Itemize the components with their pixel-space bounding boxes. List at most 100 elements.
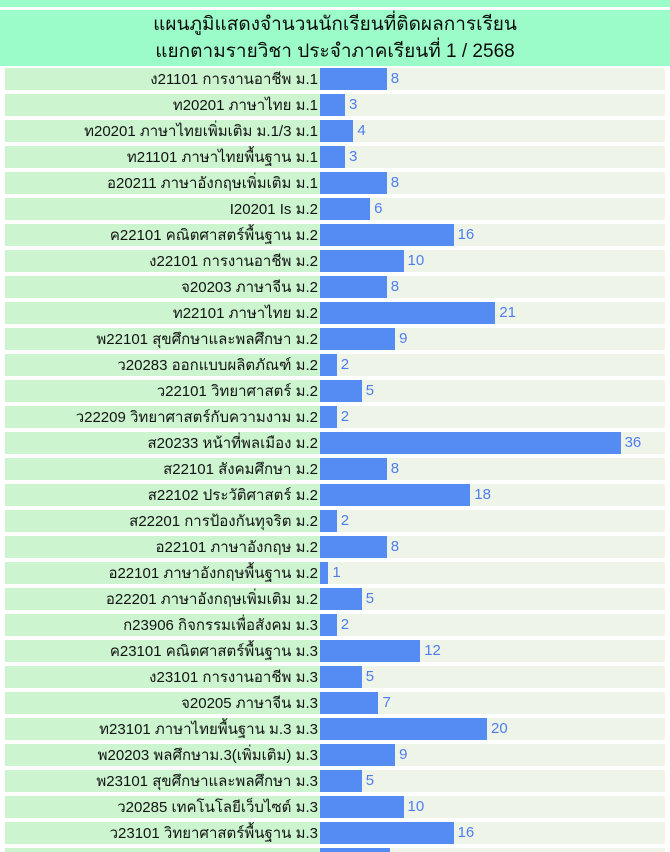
subject-label: ท22101 ภาษาไทย ม.2	[5, 302, 320, 324]
bar-track: 1	[320, 562, 665, 584]
value-bar	[320, 406, 337, 428]
chart-row: ว20285 เทคโนโลยีเว็บไซต์ ม.3 10	[5, 796, 665, 818]
chart-row: พ22101 สุขศึกษาและพลศึกษา ม.2 9	[5, 328, 665, 350]
bar-track: 8	[320, 276, 665, 298]
subject-label: อ22101 ภาษาอังกฤษ ม.2	[5, 536, 320, 558]
bar-track: 20	[320, 718, 665, 740]
value-label: 2	[340, 356, 350, 373]
bar-track: 10	[320, 250, 665, 272]
subject-label: ว20283 ออกแบบผลิตภัณฑ์ ม.2	[5, 354, 320, 376]
subject-label: จ20205 ภาษาจีน ม.3	[5, 692, 320, 714]
value-label: 9	[399, 746, 408, 763]
bar-track: 21	[320, 302, 665, 324]
chart-row: อ22201 ภาษาอังกฤษเพิ่มเติม ม.2 5	[5, 588, 665, 610]
bar-track: 8	[320, 172, 665, 194]
chart-row: ท21101 ภาษาไทยพื้นฐาน ม.1 3	[5, 146, 665, 168]
value-bar	[320, 146, 346, 168]
chart-row: ส22201 การป้องกันทุจริต ม.2 2	[5, 510, 665, 532]
chart-row: ง21101 การงานอาชีพ ม.1 8	[5, 68, 665, 90]
chart-row: ว20283 ออกแบบผลิตภัณฑ์ ม.2 2	[5, 354, 665, 376]
value-bar	[320, 744, 396, 766]
value-label: 16	[457, 824, 475, 841]
value-bar	[320, 510, 337, 532]
value-bar	[320, 848, 390, 852]
bar-track	[320, 848, 665, 852]
value-label: 5	[365, 590, 375, 607]
subject-label: ก23906 กิจกรรมเพื่อสังคม ม.3	[5, 614, 320, 636]
value-label: 5	[365, 772, 375, 789]
bar-track: 3	[320, 146, 665, 168]
chart-row-partial	[5, 848, 665, 852]
value-bar	[320, 562, 329, 584]
subject-label: ท21101 ภาษาไทยพื้นฐาน ม.1	[5, 146, 320, 168]
value-bar	[320, 276, 387, 298]
value-label: 10	[407, 252, 425, 269]
bar-track: 12	[320, 640, 665, 662]
bar-chart-rows: ง21101 การงานอาชีพ ม.1 8 ท20201 ภาษาไทย …	[0, 68, 670, 852]
chart-row: ส22102 ประวัติศาสตร์ ม.2 18	[5, 484, 665, 506]
bar-track: 3	[320, 94, 665, 116]
value-bar	[320, 302, 496, 324]
subject-label: อ22101 ภาษาอังกฤษพื้นฐาน ม.2	[5, 562, 320, 584]
value-label: 4	[357, 122, 366, 139]
value-label: 21	[499, 304, 517, 321]
value-label: 10	[407, 798, 425, 815]
chart-row: พ23101 สุขศึกษาและพลศึกษา ม.3 5	[5, 770, 665, 792]
bar-track: 5	[320, 380, 665, 402]
value-label: 2	[340, 408, 350, 425]
chart-title-block: แผนภูมิแสดงจำนวนนักเรียนที่ติดผลการเรียน…	[0, 10, 670, 66]
value-bar	[320, 796, 404, 818]
subject-label: อ22201 ภาษาอังกฤษเพิ่มเติม ม.2	[5, 588, 320, 610]
chart-row: ค23101 คณิตศาสตร์พื้นฐาน ม.3 12	[5, 640, 665, 662]
value-bar	[320, 328, 396, 350]
value-bar	[320, 822, 454, 844]
bar-track: 5	[320, 666, 665, 688]
bar-track: 16	[320, 822, 665, 844]
bar-track: 2	[320, 510, 665, 532]
chart-row: ส22101 สังคมศึกษา ม.2 8	[5, 458, 665, 480]
bar-track: 6	[320, 198, 665, 220]
chart-row: ท22101 ภาษาไทย ม.2 21	[5, 302, 665, 324]
bar-track: 2	[320, 406, 665, 428]
chart-row: ว22209 วิทยาศาสตร์กับความงาม ม.2 2	[5, 406, 665, 428]
value-label: 8	[390, 70, 400, 87]
subject-label: พ20203 พลศึกษาม.3(เพิ่มเติม) ม.3	[5, 744, 320, 766]
bar-track: 8	[320, 536, 665, 558]
chart-row: I20201 Is ม.2 6	[5, 198, 665, 220]
value-bar	[320, 666, 362, 688]
chart-row: จ20203 ภาษาจีน ม.2 8	[5, 276, 665, 298]
value-label: 3	[349, 148, 358, 165]
subject-label: อ20211 ภาษาอังกฤษเพิ่มเติม ม.1	[5, 172, 320, 194]
value-label: 5	[365, 668, 375, 685]
value-bar	[320, 380, 362, 402]
subject-label	[5, 848, 320, 852]
bar-track: 36	[320, 432, 665, 454]
bar-track: 2	[320, 614, 665, 636]
value-bar	[320, 536, 387, 558]
subject-label: ท20201 ภาษาไทย ม.1	[5, 94, 320, 116]
value-label: 20	[491, 720, 508, 737]
value-label: 8	[390, 174, 400, 191]
chart-row: อ22101 ภาษาอังกฤษพื้นฐาน ม.2 1	[5, 562, 665, 584]
value-bar	[320, 120, 354, 142]
chart-row: ท23101 ภาษาไทยพื้นฐาน ม.3 ม.3 20	[5, 718, 665, 740]
value-label: 12	[424, 642, 441, 659]
value-bar	[320, 68, 387, 90]
bar-track: 10	[320, 796, 665, 818]
subject-label: ท20201 ภาษาไทยเพิ่มเติม ม.1/3 ม.1	[5, 120, 320, 142]
bar-track: 5	[320, 770, 665, 792]
bar-track: 9	[320, 744, 665, 766]
value-label: 2	[340, 512, 350, 529]
chart-title-line-1: แผนภูมิแสดงจำนวนนักเรียนที่ติดผลการเรียน	[153, 13, 517, 35]
chart-row: ท20201 ภาษาไทยเพิ่มเติม ม.1/3 ม.1 4	[5, 120, 665, 142]
chart-title-line-2: แยกตามรายวิชา ประจำภาคเรียนที่ 1 / 2568	[155, 40, 515, 62]
value-label: 8	[390, 460, 400, 477]
subject-label: ว23101 วิทยาศาสตร์พื้นฐาน ม.3	[5, 822, 320, 844]
header-top-strip	[0, 0, 670, 7]
chart-row: ว23101 วิทยาศาสตร์พื้นฐาน ม.3 16	[5, 822, 665, 844]
chart-row: ค22101 คณิตศาสตร์พื้นฐาน ม.2 16	[5, 224, 665, 246]
subject-label: ว22209 วิทยาศาสตร์กับความงาม ม.2	[5, 406, 320, 428]
value-label: 36	[624, 434, 642, 451]
value-label: 5	[365, 382, 375, 399]
value-bar	[320, 172, 387, 194]
